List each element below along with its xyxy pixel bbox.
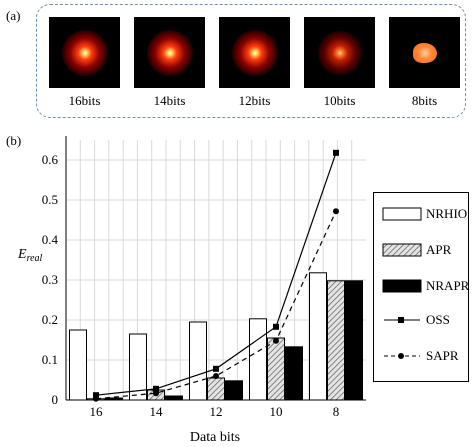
y-axis-label: Ereal	[17, 247, 43, 264]
legend-swatch-nrapr	[382, 279, 422, 293]
x-tick-label: 12	[210, 404, 223, 419]
legend-label-nrhio: NRHIO	[426, 206, 468, 221]
thumb-label-5: 8bits	[411, 93, 438, 108]
y-axis-label-main: E	[17, 247, 27, 262]
thumb-label-3: 12bits	[238, 93, 271, 108]
thumb-image-2	[134, 17, 205, 88]
point-sapr-14	[153, 390, 159, 397]
legend-label-oss: OSS	[426, 312, 450, 327]
bar-nrapr-14	[165, 395, 183, 401]
legend-swatch-apr	[382, 243, 422, 257]
thumb-image-1	[49, 17, 120, 88]
legend-label-sapr: SAPR	[426, 348, 459, 363]
bar-apr-8	[327, 280, 345, 401]
y-tick-label: 0.3	[42, 272, 58, 287]
panel-b-label: (b)	[6, 133, 22, 148]
thumb-image-5	[389, 17, 460, 88]
point-sapr-10	[273, 337, 279, 344]
point-oss-14	[153, 385, 159, 392]
bar-nrhio-10	[249, 318, 267, 401]
legend-swatch-sapr	[384, 353, 420, 359]
bar-apr-10	[267, 337, 285, 401]
bar-nrapr-8	[345, 280, 363, 401]
point-sapr-12	[213, 373, 219, 379]
point-oss-10	[273, 323, 279, 330]
legend-swatch-oss	[384, 317, 420, 323]
thumb-image-4	[304, 17, 375, 88]
bar-nrapr-10	[285, 346, 303, 401]
y-tick-label: 0.2	[42, 312, 58, 327]
thumb-label-1: 16bits	[68, 93, 101, 108]
x-axis-label: Data bits	[190, 430, 240, 445]
legend-item-nrhio: NRHIO	[382, 205, 467, 223]
legend-label-apr: APR	[426, 242, 452, 257]
point-oss-8	[333, 149, 339, 156]
y-tick-label: 0.5	[42, 192, 58, 207]
y-tick-label: 0	[52, 392, 59, 407]
legend-item-oss: OSS	[382, 311, 450, 329]
x-tick-label: 10	[270, 404, 283, 419]
bar-nrapr-12	[225, 380, 243, 401]
legend-swatch-nrhio	[382, 207, 422, 221]
legend-label-nrapr: NRAPR	[426, 278, 470, 293]
bar-nrhio-8	[309, 272, 327, 401]
y-tick-label: 0.6	[42, 152, 59, 167]
bar-nrhio-16	[69, 329, 87, 401]
thumb-label-4: 10bits	[323, 93, 356, 108]
point-oss-12	[213, 365, 219, 372]
x-tick-label: 14	[150, 404, 164, 419]
x-tick-label: 16	[90, 404, 104, 419]
panel-a-frame: 16bits 14bits 12bits 10bits 8bits	[36, 4, 466, 118]
thumb-label-2: 14bits	[153, 93, 186, 108]
bar-apr-12	[207, 377, 225, 401]
line-sapr	[95, 210, 337, 400]
point-sapr-16	[93, 395, 99, 402]
y-tick-label: 0.1	[42, 352, 58, 367]
legend-item-nrapr: NRAPR	[382, 277, 469, 295]
panel-a-label: (a)	[6, 8, 21, 23]
thumb-image-3	[219, 17, 290, 88]
x-tick-label: 8	[333, 404, 340, 419]
point-sapr-8	[333, 208, 339, 215]
legend-item-sapr: SAPR	[382, 347, 459, 365]
point-oss-16	[93, 392, 99, 399]
chart-legend: NRHIO APR NRAPR OSS SAPR	[373, 192, 469, 382]
y-axis-label-sub: real	[27, 253, 43, 264]
legend-item-apr: APR	[382, 241, 451, 259]
bar-nrhio-12	[189, 321, 207, 401]
y-tick-label: 0.4	[42, 232, 59, 247]
